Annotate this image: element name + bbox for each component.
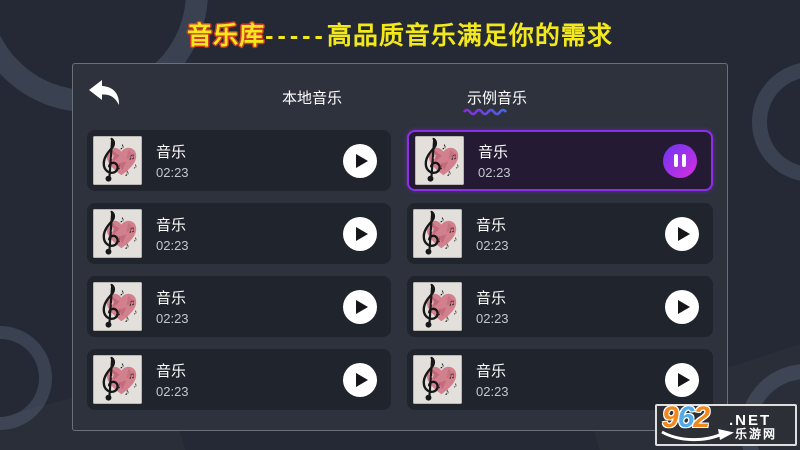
- play-icon: [678, 226, 690, 241]
- play-icon: [356, 372, 368, 387]
- album-art-image: [415, 136, 464, 185]
- back-arrow-icon: [89, 80, 120, 105]
- song-meta: 音乐 02:23: [476, 360, 509, 399]
- song-meta: 音乐 02:23: [156, 141, 189, 180]
- album-art-image: [93, 282, 142, 331]
- watermark-digit: 6: [677, 401, 695, 434]
- site-watermark: 962 .NET 乐游网: [655, 401, 797, 446]
- decorative-ring: [752, 62, 800, 182]
- tab-sample-music[interactable]: 示例音乐: [466, 90, 527, 107]
- watermark-digit: 9: [662, 401, 679, 434]
- watermark-number: 962: [662, 401, 710, 435]
- page-title: 音乐库-----高品质音乐满足你的需求: [0, 16, 800, 52]
- song-title: 音乐: [156, 217, 187, 234]
- song-card[interactable]: 音乐 02:23: [87, 203, 391, 264]
- song-title: 音乐: [476, 290, 507, 307]
- watermark-tld: .NET: [729, 412, 772, 429]
- song-card[interactable]: 音乐 02:23: [407, 203, 713, 264]
- song-card[interactable]: 音乐 02:23: [407, 276, 713, 337]
- song-duration: 02:23: [156, 384, 189, 399]
- album-art-image: [413, 209, 462, 258]
- watermark-site-name: 乐游网: [735, 427, 778, 441]
- song-meta: 音乐 02:23: [156, 287, 189, 326]
- pause-button[interactable]: [663, 143, 697, 178]
- song-title: 音乐: [476, 217, 507, 234]
- song-duration: 02:23: [156, 238, 189, 253]
- pause-icon: [682, 154, 686, 167]
- song-meta: 音乐 02:23: [478, 141, 511, 180]
- title-dashes: -----: [265, 22, 327, 50]
- back-button[interactable]: [83, 75, 125, 111]
- play-button[interactable]: [665, 216, 699, 251]
- song-duration: 02:23: [156, 311, 189, 326]
- swoosh-arrow-icon: [661, 429, 734, 442]
- song-card[interactable]: 音乐 02:23: [407, 349, 713, 410]
- song-title: 音乐: [156, 290, 187, 307]
- play-icon: [678, 372, 690, 387]
- song-title: 音乐: [478, 144, 509, 161]
- music-library-panel: 本地音乐 示例音乐 音乐 02:23 音乐 02:23: [72, 63, 728, 431]
- watermark-digit: 2: [693, 401, 710, 434]
- play-icon: [356, 153, 368, 168]
- song-meta: 音乐 02:23: [156, 214, 189, 253]
- app-title: 音乐库: [187, 22, 266, 50]
- active-tab-underline: [463, 108, 508, 116]
- album-art-image: [93, 209, 142, 258]
- album-art-image: [413, 355, 462, 404]
- album-art-image: [93, 355, 142, 404]
- play-button[interactable]: [343, 216, 377, 251]
- song-duration: 02:23: [156, 165, 189, 180]
- album-art-image: [93, 136, 142, 185]
- song-card-playing[interactable]: 音乐 02:23: [407, 130, 713, 191]
- song-title: 音乐: [476, 363, 507, 380]
- play-button[interactable]: [343, 362, 377, 397]
- song-card[interactable]: 音乐 02:23: [87, 276, 391, 337]
- tab-local-music[interactable]: 本地音乐: [281, 90, 342, 107]
- song-card[interactable]: 音乐 02:23: [87, 349, 391, 410]
- play-button[interactable]: [343, 143, 377, 178]
- song-title: 音乐: [156, 144, 187, 161]
- play-button[interactable]: [343, 289, 377, 324]
- song-meta: 音乐 02:23: [476, 287, 509, 326]
- song-meta: 音乐 02:23: [156, 360, 189, 399]
- play-button[interactable]: [665, 362, 699, 397]
- album-art-image: [413, 282, 462, 331]
- song-duration: 02:23: [476, 384, 509, 399]
- play-button[interactable]: [665, 289, 699, 324]
- song-title: 音乐: [156, 363, 187, 380]
- title-slogan: 高品质音乐满足你的需求: [326, 22, 613, 50]
- song-card[interactable]: 音乐 02:23: [87, 130, 391, 191]
- play-icon: [356, 299, 368, 314]
- song-duration: 02:23: [476, 238, 509, 253]
- play-icon: [678, 299, 690, 314]
- song-meta: 音乐 02:23: [476, 214, 509, 253]
- play-icon: [356, 226, 368, 241]
- song-duration: 02:23: [478, 165, 511, 180]
- song-duration: 02:23: [476, 311, 509, 326]
- song-grid: 音乐 02:23 音乐 02:23 音乐 02:23: [87, 130, 713, 410]
- pause-icon: [674, 154, 678, 167]
